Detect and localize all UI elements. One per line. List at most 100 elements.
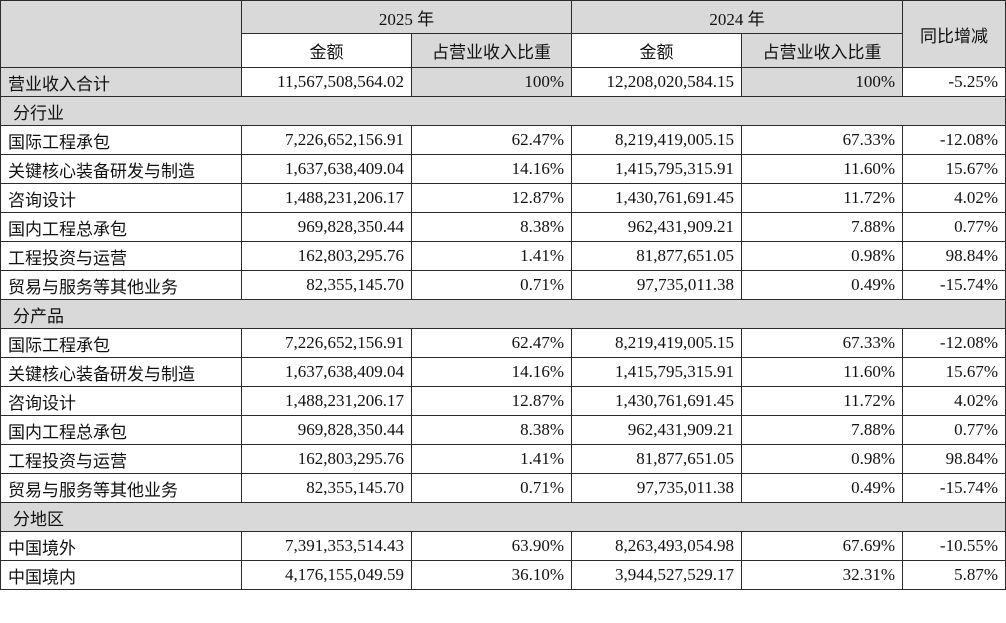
- header-yoy: 同比增减: [902, 0, 1006, 68]
- row-label: 咨询设计: [0, 386, 242, 416]
- yoy-cell: -12.08%: [902, 328, 1006, 358]
- amount-2024-cell: 12,208,020,584.15: [571, 67, 742, 97]
- amount-2025-cell: 162,803,295.76: [241, 241, 412, 271]
- header-ratio-2024: 占营业收入比重: [741, 33, 903, 68]
- yoy-cell: 98.84%: [902, 444, 1006, 474]
- yoy-cell: -10.55%: [902, 531, 1006, 561]
- section-title: 分行业: [0, 96, 1006, 126]
- ratio-2024-cell: 11.60%: [741, 154, 903, 184]
- ratio-2024-cell: 11.72%: [741, 386, 903, 416]
- amount-2025-cell: 7,391,353,514.43: [241, 531, 412, 561]
- row-label: 中国境外: [0, 531, 242, 561]
- amount-2025-cell: 82,355,145.70: [241, 473, 412, 503]
- ratio-2024-cell: 11.60%: [741, 357, 903, 387]
- row-label: 营业收入合计: [0, 67, 242, 97]
- amount-2025-cell: 1,488,231,206.17: [241, 386, 412, 416]
- ratio-2025-cell: 0.71%: [411, 473, 572, 503]
- amount-2025-cell: 1,637,638,409.04: [241, 154, 412, 184]
- header-blank-cell: [0, 0, 242, 68]
- ratio-2024-cell: 67.33%: [741, 125, 903, 155]
- ratio-2025-cell: 12.87%: [411, 386, 572, 416]
- amount-2024-cell: 8,219,419,005.15: [571, 125, 742, 155]
- ratio-2024-cell: 100%: [741, 67, 903, 97]
- amount-2024-cell: 81,877,651.05: [571, 444, 742, 474]
- ratio-2025-cell: 0.71%: [411, 270, 572, 300]
- total-row: 营业收入合计 11,567,508,564.02 100% 12,208,020…: [0, 67, 1006, 97]
- ratio-2025-cell: 8.38%: [411, 212, 572, 242]
- header-year-2025: 2025 年: [241, 0, 572, 34]
- table-row: 工程投资与运营 162,803,295.76 1.41% 81,877,651.…: [0, 444, 1006, 474]
- amount-2024-cell: 8,219,419,005.15: [571, 328, 742, 358]
- ratio-2024-cell: 7.88%: [741, 212, 903, 242]
- ratio-2024-cell: 32.31%: [741, 560, 903, 590]
- header-row-columns: 金额 占营业收入比重 金额 占营业收入比重: [1, 33, 1006, 68]
- ratio-2025-cell: 14.16%: [411, 154, 572, 184]
- amount-2024-cell: 97,735,011.38: [571, 473, 742, 503]
- table-row: 国际工程承包 7,226,652,156.91 62.47% 8,219,419…: [0, 125, 1006, 155]
- ratio-2025-cell: 36.10%: [411, 560, 572, 590]
- ratio-2025-cell: 62.47%: [411, 125, 572, 155]
- amount-2024-cell: 1,430,761,691.45: [571, 386, 742, 416]
- yoy-cell: 4.02%: [902, 386, 1006, 416]
- row-label: 工程投资与运营: [0, 241, 242, 271]
- yoy-cell: -5.25%: [902, 67, 1006, 97]
- section-header-row: 分产品: [0, 299, 1006, 329]
- amount-2025-cell: 969,828,350.44: [241, 212, 412, 242]
- amount-2025-cell: 4,176,155,049.59: [241, 560, 412, 590]
- row-label: 贸易与服务等其他业务: [0, 473, 242, 503]
- row-label: 国际工程承包: [0, 328, 242, 358]
- section-title: 分地区: [0, 502, 1006, 532]
- table-row: 工程投资与运营 162,803,295.76 1.41% 81,877,651.…: [0, 241, 1006, 271]
- amount-2025-cell: 1,488,231,206.17: [241, 183, 412, 213]
- yoy-cell: 5.87%: [902, 560, 1006, 590]
- ratio-2025-cell: 8.38%: [411, 415, 572, 445]
- amount-2025-cell: 969,828,350.44: [241, 415, 412, 445]
- yoy-cell: 15.67%: [902, 154, 1006, 184]
- yoy-cell: 15.67%: [902, 357, 1006, 387]
- header-year-2024: 2024 年: [571, 0, 903, 34]
- amount-2024-cell: 1,415,795,315.91: [571, 154, 742, 184]
- table-row: 国际工程承包 7,226,652,156.91 62.47% 8,219,419…: [0, 328, 1006, 358]
- ratio-2025-cell: 1.41%: [411, 241, 572, 271]
- ratio-2024-cell: 0.49%: [741, 270, 903, 300]
- row-label: 国内工程总承包: [0, 415, 242, 445]
- amount-2024-cell: 962,431,909.21: [571, 212, 742, 242]
- amount-2024-cell: 8,263,493,054.98: [571, 531, 742, 561]
- amount-2025-cell: 7,226,652,156.91: [241, 125, 412, 155]
- amount-2024-cell: 1,415,795,315.91: [571, 357, 742, 387]
- amount-2024-cell: 97,735,011.38: [571, 270, 742, 300]
- yoy-cell: -15.74%: [902, 270, 1006, 300]
- ratio-2025-cell: 63.90%: [411, 531, 572, 561]
- table-row: 国内工程总承包 969,828,350.44 8.38% 962,431,909…: [0, 212, 1006, 242]
- yoy-cell: 4.02%: [902, 183, 1006, 213]
- amount-2025-cell: 1,637,638,409.04: [241, 357, 412, 387]
- ratio-2025-cell: 1.41%: [411, 444, 572, 474]
- table-row: 关键核心装备研发与制造 1,637,638,409.04 14.16% 1,41…: [0, 357, 1006, 387]
- amount-2024-cell: 3,944,527,529.17: [571, 560, 742, 590]
- amount-2025-cell: 11,567,508,564.02: [241, 67, 412, 97]
- amount-2024-cell: 1,430,761,691.45: [571, 183, 742, 213]
- section-header-row: 分行业: [0, 96, 1006, 126]
- table-row: 贸易与服务等其他业务 82,355,145.70 0.71% 97,735,01…: [0, 473, 1006, 503]
- ratio-2025-cell: 12.87%: [411, 183, 572, 213]
- section-header-row: 分地区: [0, 502, 1006, 532]
- yoy-cell: 0.77%: [902, 212, 1006, 242]
- table-row: 咨询设计 1,488,231,206.17 12.87% 1,430,761,6…: [0, 183, 1006, 213]
- row-label: 国际工程承包: [0, 125, 242, 155]
- ratio-2024-cell: 0.49%: [741, 473, 903, 503]
- ratio-2024-cell: 7.88%: [741, 415, 903, 445]
- ratio-2024-cell: 67.33%: [741, 328, 903, 358]
- amount-2025-cell: 82,355,145.70: [241, 270, 412, 300]
- yoy-cell: 0.77%: [902, 415, 1006, 445]
- ratio-2025-cell: 14.16%: [411, 357, 572, 387]
- table-row: 国内工程总承包 969,828,350.44 8.38% 962,431,909…: [0, 415, 1006, 445]
- amount-2024-cell: 962,431,909.21: [571, 415, 742, 445]
- row-label: 关键核心装备研发与制造: [0, 154, 242, 184]
- revenue-breakdown-table: 2025 年 2024 年 同比增减 金额 占营业收入比重 金额 占营业收入比重…: [0, 0, 1006, 590]
- table-row: 贸易与服务等其他业务 82,355,145.70 0.71% 97,735,01…: [0, 270, 1006, 300]
- table-row: 关键核心装备研发与制造 1,637,638,409.04 14.16% 1,41…: [0, 154, 1006, 184]
- yoy-cell: 98.84%: [902, 241, 1006, 271]
- table-row: 中国境内 4,176,155,049.59 36.10% 3,944,527,5…: [0, 560, 1006, 590]
- yoy-cell: -15.74%: [902, 473, 1006, 503]
- amount-2025-cell: 162,803,295.76: [241, 444, 412, 474]
